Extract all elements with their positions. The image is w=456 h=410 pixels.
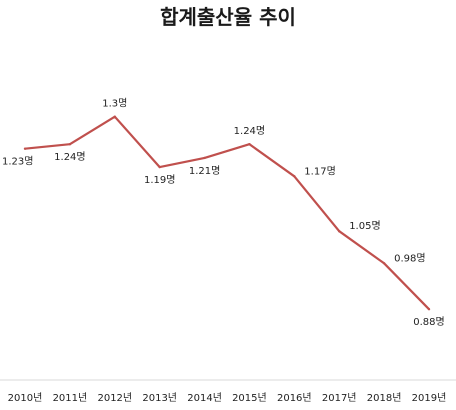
x-tick-label: 2019년 bbox=[412, 392, 447, 404]
x-tick-label: 2013년 bbox=[142, 392, 177, 404]
x-tick-label: 2016년 bbox=[277, 392, 312, 404]
data-label: 1.05명 bbox=[349, 220, 380, 232]
data-label: 1.23명 bbox=[2, 156, 33, 168]
x-tick-label: 2017년 bbox=[322, 392, 357, 404]
data-label-layer: 1.23명 1.24명 1.3명 1.19명 1.21명 1.24명 1.17명 1.05명 0… bbox=[2, 98, 445, 329]
x-tick-layer: 2010년 2011년 2012년 2013년 2014년 2015년 2016년 2017년… bbox=[8, 392, 447, 404]
data-label: 1.19명 bbox=[144, 174, 175, 186]
x-tick-label: 2010년 bbox=[8, 392, 43, 404]
data-point bbox=[68, 143, 72, 146]
data-label: 0.98명 bbox=[394, 252, 425, 264]
data-point bbox=[427, 308, 431, 311]
data-label: 1.24명 bbox=[234, 125, 265, 137]
data-point bbox=[338, 230, 341, 233]
data-point bbox=[203, 156, 206, 160]
data-point bbox=[293, 175, 296, 178]
data-label: 1.21명 bbox=[189, 165, 220, 177]
data-point bbox=[113, 115, 117, 118]
data-label: 1.17명 bbox=[304, 165, 335, 177]
x-tick-label: 2018년 bbox=[367, 392, 402, 404]
x-tick-label: 2015년 bbox=[232, 392, 267, 404]
data-point bbox=[248, 143, 251, 146]
x-tick-label: 2012년 bbox=[97, 392, 132, 404]
x-tick-label: 2011년 bbox=[53, 392, 88, 404]
series-layer bbox=[23, 115, 431, 311]
data-point bbox=[158, 165, 161, 169]
data-point bbox=[382, 262, 386, 265]
data-label: 1.3명 bbox=[102, 98, 127, 110]
series-line bbox=[24, 115, 430, 310]
chart-title: 합계출산율 추이 bbox=[160, 5, 296, 29]
data-label: 0.88명 bbox=[413, 316, 444, 328]
x-tick-label: 2014년 bbox=[187, 392, 222, 404]
data-label: 1.24명 bbox=[54, 151, 85, 163]
data-point bbox=[23, 147, 27, 150]
